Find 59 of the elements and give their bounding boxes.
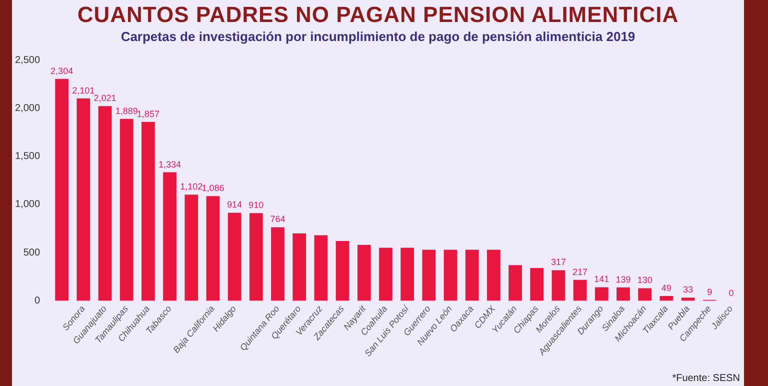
- y-tick-label: 2,000: [14, 102, 40, 114]
- bar: [530, 268, 544, 301]
- bar: [314, 235, 328, 301]
- text: CUANTOS PADRES NO PAGAN PENSION ALIMENTICIA: [76, 2, 680, 28]
- data-label: 1,086: [202, 183, 224, 194]
- bar: [594, 287, 608, 301]
- bar: [98, 106, 112, 301]
- y-tick-label: 0: [34, 296, 40, 307]
- bar: [206, 196, 220, 301]
- bar: [486, 250, 500, 301]
- bar: [292, 233, 306, 301]
- bar: [163, 172, 176, 301]
- data-label: 764: [270, 214, 286, 224]
- bar: [271, 227, 284, 301]
- data-label: 217: [572, 266, 588, 277]
- text: *Fuente: SESN: [672, 373, 740, 384]
- data-label: 139: [616, 274, 631, 284]
- bar: [681, 298, 695, 301]
- data-label: 1,334: [158, 159, 182, 170]
- bar: [465, 250, 479, 301]
- bar: [444, 250, 458, 301]
- bar: [55, 78, 69, 301]
- data-label: 1,857: [136, 108, 160, 119]
- data-label: 2,021: [94, 93, 116, 104]
- data-label: 0: [728, 288, 734, 298]
- bar: [142, 122, 155, 301]
- data-label: 2,101: [72, 85, 95, 96]
- bar: [422, 250, 436, 301]
- bar: [379, 248, 392, 301]
- bar: [249, 213, 263, 301]
- data-label: 141: [594, 274, 610, 284]
- data-label: 9: [707, 286, 712, 297]
- bar: [616, 287, 630, 301]
- y-tick-label: 1,500: [14, 151, 40, 162]
- chart-title: Carpetas de investigación por incumplimiento de pago de pensión alimenticia 2019: [120, 29, 636, 44]
- data-label: 910: [248, 200, 264, 210]
- bar: [184, 194, 198, 301]
- bar: [573, 280, 587, 301]
- bar: [120, 118, 134, 301]
- bar: [638, 288, 652, 301]
- y-tick-label: 500: [23, 247, 40, 258]
- data-label: 130: [637, 275, 652, 286]
- data-label: 1,102: [180, 182, 203, 192]
- data-label: 2,304: [50, 66, 74, 76]
- bar: [400, 248, 414, 301]
- bar: [660, 296, 674, 301]
- y-tick-label: 2,500: [14, 54, 40, 66]
- bar: [357, 244, 371, 301]
- data-label: 33: [683, 284, 694, 295]
- data-label: 317: [550, 257, 566, 268]
- y-tick-label: 1,000: [14, 199, 40, 210]
- data-label: 49: [661, 283, 672, 294]
- data-label: 914: [227, 200, 242, 210]
- bar: [508, 265, 522, 301]
- bar: [228, 212, 242, 301]
- data-label: 1,889: [115, 106, 138, 116]
- bar: [552, 270, 566, 301]
- bar: [336, 241, 350, 301]
- bar: [76, 98, 90, 301]
